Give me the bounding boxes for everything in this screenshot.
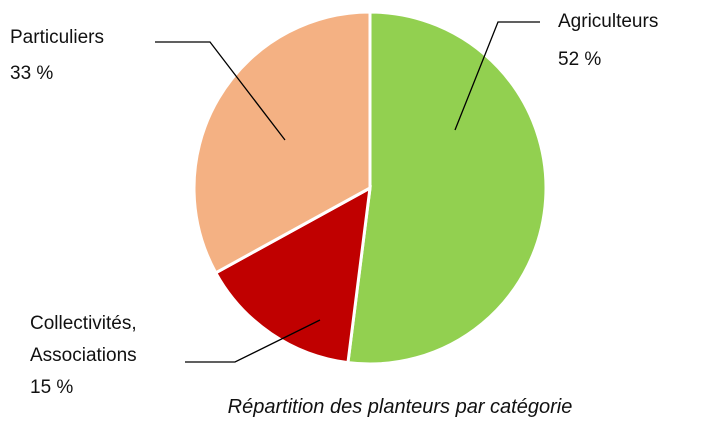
slice-label: Agriculteurs <box>558 11 659 32</box>
slice-value-label: 33 % <box>10 63 54 84</box>
pie-slice <box>192 10 372 275</box>
slice-label: Collectivités, Associations <box>30 313 137 366</box>
leader-line <box>454 21 540 131</box>
slice-value-label: 52 % <box>558 49 602 70</box>
chart-title: Répartition des planteurs par catégorie <box>227 396 573 418</box>
slice-value-label: 15 % <box>30 377 74 398</box>
pie-slice <box>213 185 372 365</box>
leader-line <box>185 319 321 363</box>
slice-label: Particuliers <box>10 27 104 48</box>
pie-slice <box>346 10 548 366</box>
leader-line <box>155 41 286 141</box>
